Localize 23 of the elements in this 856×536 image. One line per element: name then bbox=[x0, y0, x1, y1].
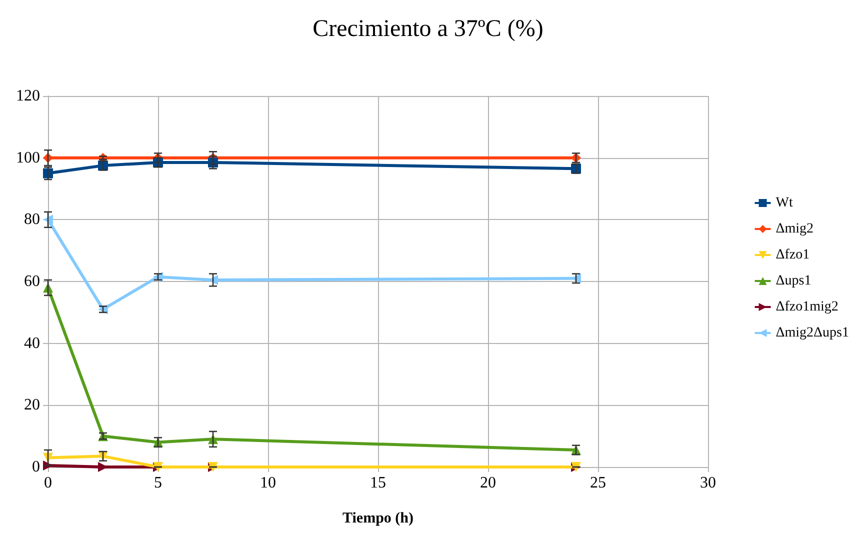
x-tick-label: 25 bbox=[590, 474, 606, 492]
y-tick-label: 100 bbox=[16, 149, 40, 166]
y-tick-label: 0 bbox=[32, 458, 40, 476]
x-tick-label: 5 bbox=[154, 474, 162, 492]
legend-label: Wt bbox=[776, 196, 793, 210]
x-tick-label: 20 bbox=[480, 474, 496, 492]
y-tick-label: 120 bbox=[16, 88, 40, 104]
legend-label: Δups1 bbox=[776, 274, 812, 288]
legend-label: Δmig2 bbox=[776, 222, 814, 236]
x-tick-label: 0 bbox=[44, 474, 52, 492]
y-tick-label: 20 bbox=[24, 396, 40, 414]
y-tick-label: 60 bbox=[24, 273, 40, 290]
legend-label: Δfzo1mig2 bbox=[776, 300, 838, 314]
y-tick-label: 40 bbox=[24, 334, 40, 352]
legend-label: Δmig2Δups1 bbox=[776, 326, 849, 340]
x-tick-label: 30 bbox=[700, 474, 716, 492]
x-axis-title: Tiempo (h) bbox=[342, 510, 414, 526]
x-tick-label: 15 bbox=[370, 474, 386, 492]
chart-title: Crecimiento a 37ºC (%) bbox=[312, 16, 544, 42]
legend-label: Δfzo1 bbox=[776, 248, 810, 262]
x-tick-label: 10 bbox=[260, 474, 276, 492]
y-tick-label: 80 bbox=[24, 211, 40, 228]
point bbox=[43, 214, 53, 225]
